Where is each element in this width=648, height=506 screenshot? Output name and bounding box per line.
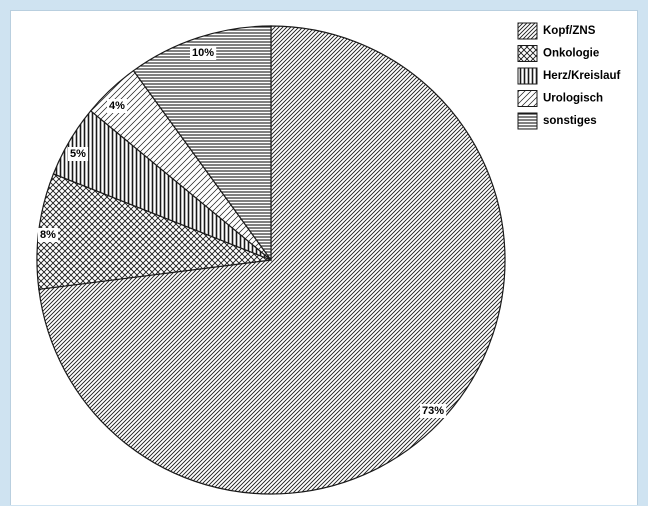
slice-label-urologisch: 4% <box>107 99 128 113</box>
legend-item-onkologie: Onkologie <box>517 45 599 62</box>
legend-item-kopf-zns: Kopf/ZNS <box>517 22 596 40</box>
pie-slice-kopf-zns <box>38 25 506 495</box>
pie-chart: 73% 8% 5% 4% 10% Kopf/ZNS Onkologie Herz/Kreis… <box>36 22 621 495</box>
svg-text:73%: 73% <box>422 405 444 417</box>
legend-item-herz-kreislauf: Herz/Kreislauf <box>517 67 621 85</box>
chart-frame: 73% 8% 5% 4% 10% Kopf/ZNS Onkologie Herz/Kreis… <box>10 10 638 505</box>
slice-label-herz-kreislauf: 5% <box>68 147 89 161</box>
svg-text:5%: 5% <box>70 148 86 160</box>
legend-swatch <box>517 67 538 85</box>
legend-swatch <box>517 22 538 40</box>
legend-swatch <box>517 112 538 130</box>
legend: Kopf/ZNS Onkologie Herz/Kreislauf Urologisc… <box>517 22 621 130</box>
legend-label: Kopf/ZNS <box>543 25 596 37</box>
slice-labels: 73% 8% 5% 4% 10% <box>38 46 447 418</box>
legend-item-urologisch: Urologisch <box>517 90 603 107</box>
legend-label: Onkologie <box>543 48 599 60</box>
legend-label: sonstiges <box>543 115 597 127</box>
legend-item-sonstiges: sonstiges <box>517 112 597 130</box>
svg-text:10%: 10% <box>192 47 214 59</box>
slice-label-sonstiges: 10% <box>190 46 217 60</box>
legend-swatch <box>517 90 538 107</box>
svg-text:4%: 4% <box>109 100 125 112</box>
slice-label-kopf-zns: 73% <box>420 404 447 418</box>
legend-label: Herz/Kreislauf <box>543 70 621 82</box>
slice-label-onkologie: 8% <box>38 228 59 242</box>
pie-slice-sonstiges <box>132 25 272 262</box>
legend-swatch <box>517 45 538 62</box>
pie-slices <box>36 25 506 495</box>
legend-label: Urologisch <box>543 93 603 105</box>
svg-text:8%: 8% <box>40 229 56 241</box>
